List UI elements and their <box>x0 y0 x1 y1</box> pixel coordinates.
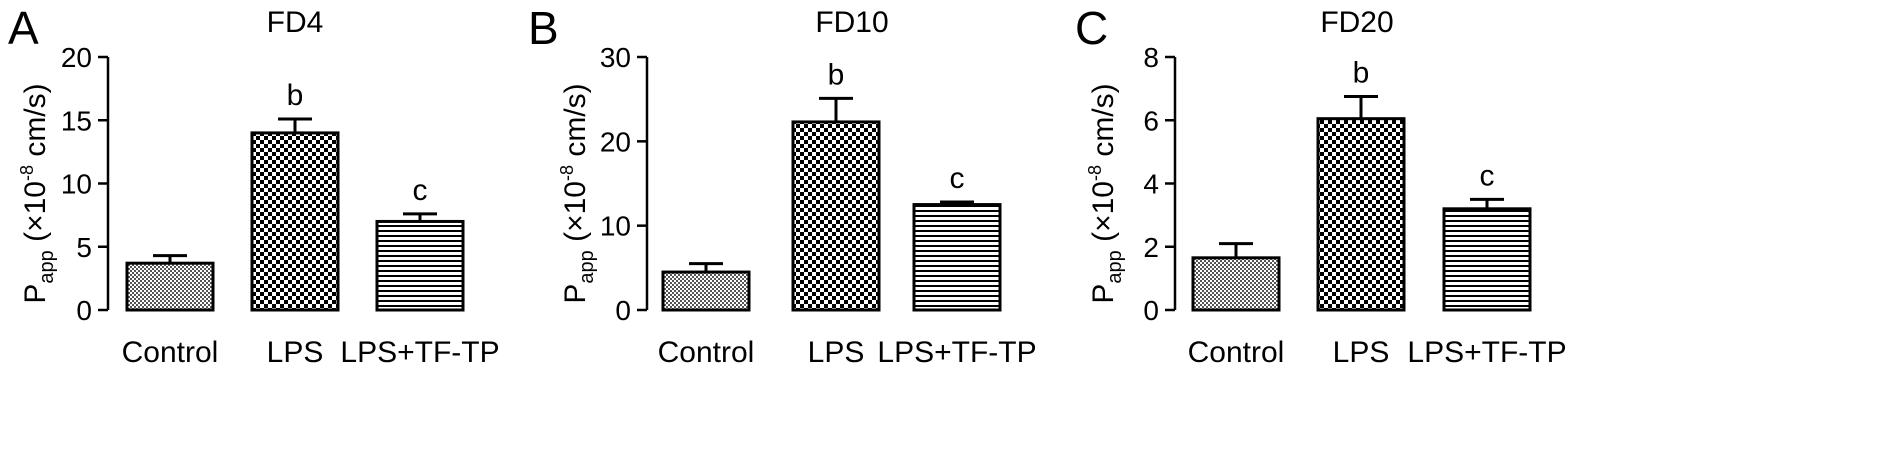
panel-c: C FD20 0 2 4 6 8 Papp (×10-8 cm/s) Control b LPS c L… <box>1075 2 1567 369</box>
chart-title: FD20 <box>1320 6 1393 39</box>
y-tick-label: 20 <box>600 126 631 157</box>
x-category-label: Control <box>122 336 219 369</box>
y-tick-label: 6 <box>1143 105 1159 136</box>
y-tick-label: 10 <box>61 169 92 200</box>
y-axis-label: Papp (×10-8 cm/s) <box>17 83 58 303</box>
y-axis-label: Papp (×10-8 cm/s) <box>557 83 598 303</box>
y-tick-label: 0 <box>76 295 92 326</box>
x-category-label: LPS+TF-TP <box>340 336 499 369</box>
x-category-label: LPS <box>267 336 324 369</box>
x-category-label: LPS <box>1333 336 1390 369</box>
significance-label: c <box>1480 159 1495 192</box>
bar-control <box>125 261 215 312</box>
x-category-label: Control <box>1188 336 1285 369</box>
significance-label: c <box>413 174 428 207</box>
bar-control <box>1191 256 1281 312</box>
significance-label: b <box>1353 57 1370 90</box>
chart-title: FD4 <box>267 6 324 39</box>
y-tick-label: 8 <box>1143 42 1159 73</box>
bar-lps-tf-tp <box>1442 207 1532 312</box>
x-category-label: LPS <box>808 336 865 369</box>
panel-letter: C <box>1075 2 1108 54</box>
bar-control <box>661 270 751 312</box>
bar-lps-tf-tp <box>375 219 465 312</box>
y-tick-label: 5 <box>76 232 92 263</box>
x-category-label: LPS+TF-TP <box>1407 336 1566 369</box>
significance-label: b <box>287 79 304 112</box>
y-tick-label: 4 <box>1143 169 1159 200</box>
significance-label: b <box>828 58 845 91</box>
y-axis-label: Papp (×10-8 cm/s) <box>1085 83 1126 303</box>
chart-title: FD10 <box>815 6 888 39</box>
y-tick-label: 15 <box>61 105 92 136</box>
x-category-label: LPS+TF-TP <box>877 336 1036 369</box>
x-category-label: Control <box>658 336 755 369</box>
bar-lps <box>791 120 881 312</box>
bar-lps <box>250 131 340 312</box>
y-tick-label: 10 <box>600 211 631 242</box>
panel-letter: A <box>8 2 39 54</box>
panel-letter: B <box>528 2 559 54</box>
y-tick-label: 30 <box>600 42 631 73</box>
y-tick-label: 0 <box>615 295 631 326</box>
bar-lps <box>1316 117 1406 312</box>
y-tick-label: 2 <box>1143 232 1159 263</box>
significance-label: c <box>950 162 965 195</box>
bar-lps-tf-tp <box>912 203 1002 312</box>
y-tick-label: 20 <box>61 42 92 73</box>
y-tick-label: 0 <box>1143 295 1159 326</box>
